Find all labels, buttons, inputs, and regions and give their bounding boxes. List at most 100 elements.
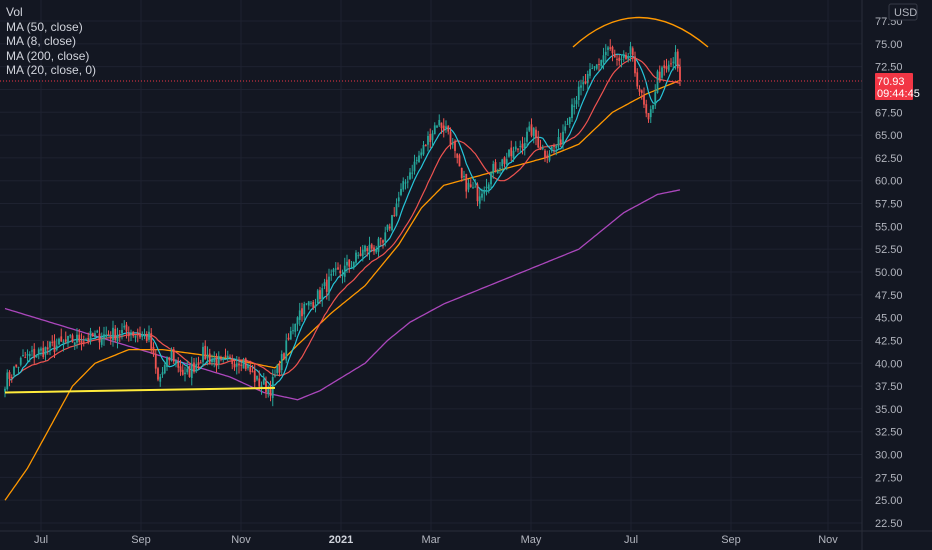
candle-body [53,340,56,353]
price-tick-label: 37.50 [875,381,903,393]
candle-body [89,331,92,341]
candle-body [289,330,292,340]
price-tick-label: 27.50 [875,472,903,484]
candle-body [384,232,387,242]
candle-body [649,109,652,118]
candle-body [652,105,654,110]
rounding-top-arc[interactable] [572,16,709,48]
candle-body [193,362,195,372]
candle-body [330,274,333,276]
candle-body [22,354,24,356]
candle-body [566,124,569,126]
indicator-legend: Vol MA (50, close) MA (8, close) MA (200… [6,5,96,78]
time-tick-label: May [521,534,542,546]
candle-body [447,125,450,132]
candle-body [544,150,546,159]
candle-body [4,388,6,392]
candle-body [253,370,256,383]
candle-body [494,162,497,172]
candle-body [51,341,54,343]
candle-body [406,181,409,183]
candle-body [571,104,573,119]
price-tick-label: 57.50 [875,199,903,211]
candle-body [436,125,438,128]
legend-ma20[interactable]: MA (20, close, 0) [6,63,97,77]
candle-body [114,328,117,340]
candle-body [492,163,495,174]
candle-body [636,72,639,87]
candle-body [607,47,609,50]
candle-body [222,357,225,359]
candle-body [568,117,571,124]
candle-body [645,104,648,114]
candle-body [449,131,452,146]
candle-body [62,341,65,344]
candle-body [584,81,587,84]
candle-body [478,196,481,204]
candle-body [595,64,598,69]
candle-body [440,122,443,129]
candle-body [375,249,378,253]
price-axis[interactable]: 77.5075.0072.5070.0067.5065.0062.5060.00… [862,0,932,550]
candle-body [31,350,33,352]
candle-body [580,85,582,88]
candle-body [373,247,375,252]
candle-body [546,155,549,158]
price-tick-label: 32.50 [875,427,903,439]
candle-body [136,333,139,336]
candle-body [224,355,227,357]
candle-body [573,105,576,108]
currency-badge[interactable] [888,3,918,21]
candle-body [521,143,524,149]
plot-area[interactable] [0,16,862,501]
candle-body [359,253,362,256]
price-tick-label: 60.00 [875,176,903,188]
candle-body [278,364,281,373]
candle-body [350,266,353,268]
candle-body [312,301,315,308]
candle-body [460,167,463,179]
candle-body [157,368,159,380]
price-tick-label: 30.00 [875,450,903,462]
candle-body [78,334,81,342]
candle-body [220,357,222,359]
candle-body [35,355,38,358]
candle-body [355,252,357,263]
candle-body [530,124,533,136]
support-trendline[interactable] [4,386,276,394]
candle-body [474,186,477,188]
candle-body [195,364,198,372]
candle-body [395,203,398,216]
candle-body [341,274,344,276]
candle-body [616,58,618,60]
candle-body [553,145,555,147]
candle-body [170,351,173,361]
candle-body [575,100,578,105]
candle-body [6,372,9,390]
candle-body [343,265,346,277]
legend-ma50[interactable]: MA (50, close) [6,19,83,34]
candle-body [463,175,465,178]
candle-body [42,347,45,358]
candle-body [258,378,261,387]
candle-body [577,86,580,100]
candle-body [249,366,252,372]
legend-ma200[interactable]: MA (200, close) [6,48,90,63]
price-tick-label: 40.00 [875,358,903,370]
candle-body [179,366,182,372]
candle-body [658,71,661,81]
candle-body [13,366,15,376]
candle-body [409,172,411,180]
legend-vol[interactable]: Vol [6,5,23,19]
candle-body [370,244,373,249]
candle-body [391,215,393,231]
candle-body [242,360,245,369]
candle-body [325,279,328,292]
candle-body [247,364,249,369]
candle-body [382,240,384,243]
candle-body [454,142,456,151]
legend-ma8[interactable]: MA (8, close) [6,34,77,48]
